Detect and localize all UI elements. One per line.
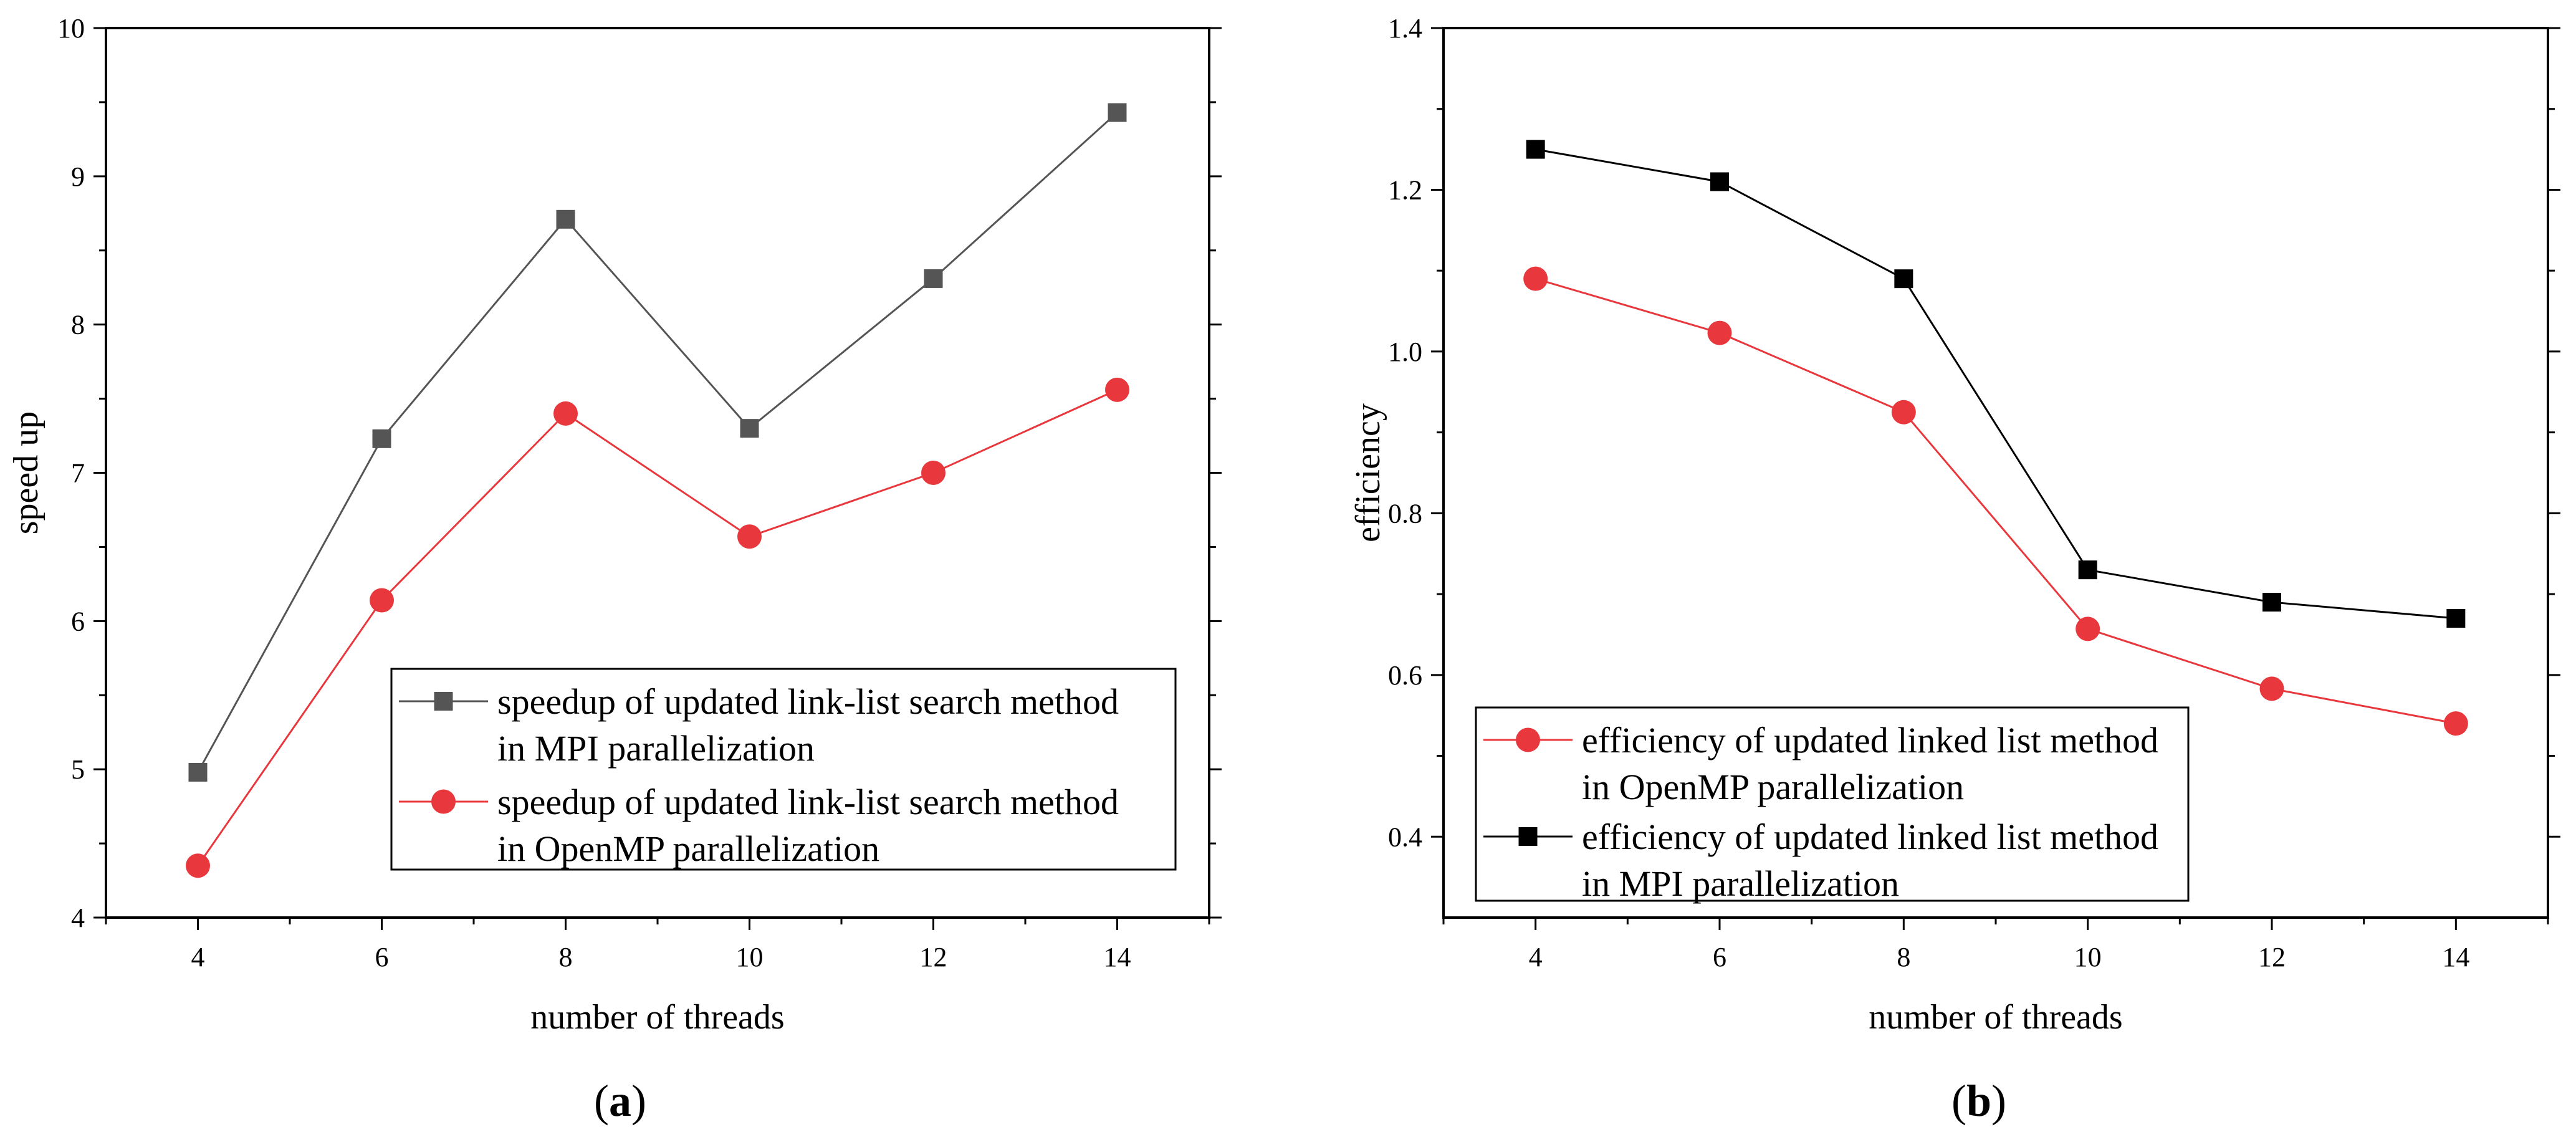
series-openmp (186, 377, 1129, 878)
data-point (2443, 711, 2468, 736)
x-tick-label: 4 (191, 942, 205, 972)
legend: speedup of updated link-list search meth… (390, 668, 1177, 871)
panel-label-part: ) (631, 1076, 646, 1126)
x-tick-label: 8 (559, 942, 573, 972)
y-tick-label: 1.0 (1388, 337, 1422, 367)
legend-marker (431, 789, 456, 814)
y-tick-label: 0.6 (1388, 660, 1422, 691)
chart-panel-b: 4 6 8 10 12 14 0.4 0.6 0.8 1.0 1.2 1.4 number of thr… (1349, 13, 2560, 1126)
y-tick-label: 4 (71, 903, 85, 933)
legend-label: speedup of updated link-list search meth… (497, 782, 1119, 822)
panel-label-part: ( (1951, 1076, 1966, 1126)
x-tick-label: 14 (2442, 942, 2469, 972)
x-axis-title: number of threads (530, 998, 784, 1037)
legend: efficiency of updated linked list method… (1475, 706, 2190, 904)
panel-label-part: b (1966, 1076, 1991, 1126)
panel-label-part: a (609, 1076, 631, 1126)
y-tick-label: 7 (71, 458, 85, 489)
y-tick-label: 8 (71, 310, 85, 340)
legend-label: efficiency of updated linked list method (1582, 817, 2158, 857)
x-tick-label: 12 (920, 942, 947, 972)
data-point (188, 762, 208, 782)
data-point (372, 429, 391, 448)
y-tick-label: 9 (71, 161, 85, 192)
data-point (740, 419, 759, 438)
data-point (1710, 172, 1729, 191)
legend-label: in MPI parallelization (1582, 863, 1899, 904)
data-point (2446, 609, 2466, 628)
data-point (1108, 103, 1127, 122)
x-axis-title: number of threads (1869, 998, 2122, 1037)
data-point (2259, 676, 2284, 701)
data-point (1523, 266, 1548, 291)
x-tick-label: 14 (1104, 942, 1131, 972)
x-tick-label: 8 (1897, 942, 1910, 972)
series-line (1535, 277, 2456, 725)
series-mpi (1526, 140, 2466, 628)
data-point (1105, 377, 1129, 402)
data-point (2262, 593, 2281, 612)
data-point (737, 524, 762, 549)
series-openmp (1523, 266, 2468, 736)
data-point (1707, 320, 1732, 345)
series-line (197, 388, 1118, 866)
y-tick-label: 5 (71, 754, 85, 785)
y-axis-title: efficiency (1349, 403, 1387, 542)
y-axis-title: speed up (7, 411, 45, 535)
y-tick-label: 10 (57, 13, 85, 44)
legend-label: in MPI parallelization (497, 728, 815, 769)
data-point (2076, 616, 2100, 641)
x-tick-label: 6 (1713, 942, 1726, 972)
y-tick-label: 0.4 (1388, 822, 1422, 852)
legend-marker (1516, 727, 1540, 752)
legend-label: speedup of updated link-list search meth… (497, 681, 1119, 722)
data-point (1526, 140, 1545, 159)
data-point (1891, 400, 1916, 424)
y-tick-label: 1.2 (1388, 175, 1422, 205)
series-line (197, 112, 1118, 773)
legend-label: efficiency of updated linked list method (1582, 720, 2158, 760)
data-point (556, 209, 575, 229)
legend-box (1475, 706, 2190, 902)
data-point (1894, 269, 1913, 289)
series-line (1535, 148, 2456, 620)
data-point (370, 588, 394, 613)
panel-label: (a) (594, 1076, 646, 1126)
data-point (186, 853, 210, 878)
x-tick-label: 6 (375, 942, 389, 972)
legend-box (390, 668, 1177, 871)
data-point (924, 269, 943, 288)
x-tick-label: 4 (1529, 942, 1543, 972)
series-mpi (188, 103, 1127, 782)
y-tick-label: 6 (71, 606, 85, 636)
panel-label: (b) (1951, 1076, 2006, 1126)
y-tick-label: 1.4 (1388, 13, 1422, 44)
legend-label: in OpenMP parallelization (497, 828, 879, 869)
legend-marker (1518, 827, 1538, 846)
panel-label-part: ( (594, 1076, 609, 1126)
x-tick-label: 10 (736, 942, 764, 972)
data-point (2078, 560, 2097, 580)
data-point (553, 401, 578, 426)
x-tick-label: 10 (2074, 942, 2102, 972)
data-point (921, 461, 946, 485)
legend-marker (434, 692, 453, 711)
panel-label-part: ) (1991, 1076, 2006, 1126)
legend-label: in OpenMP parallelization (1582, 767, 1964, 807)
x-tick-label: 12 (2258, 942, 2286, 972)
y-tick-label: 0.8 (1388, 498, 1422, 529)
chart-panel-a: 4 6 8 10 12 14 4 5 6 7 8 9 10 number of threads speed … (7, 13, 1222, 1126)
